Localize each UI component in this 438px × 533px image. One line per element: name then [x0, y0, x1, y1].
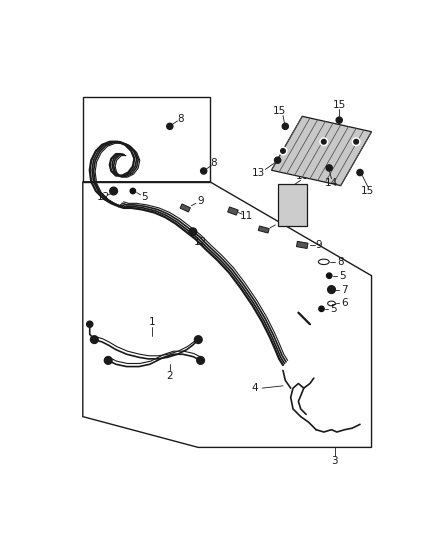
Text: 12: 12: [194, 237, 207, 247]
Text: 8: 8: [210, 158, 217, 167]
Bar: [180, 204, 191, 212]
Circle shape: [326, 273, 332, 278]
Circle shape: [328, 286, 336, 294]
Text: 5: 5: [339, 271, 346, 281]
Circle shape: [189, 228, 197, 236]
Circle shape: [87, 321, 93, 327]
Text: 9: 9: [316, 240, 322, 250]
Text: 13: 13: [252, 167, 265, 177]
Text: 14: 14: [325, 179, 338, 188]
Text: 5: 5: [330, 304, 336, 314]
Text: 3: 3: [331, 456, 338, 465]
Circle shape: [321, 140, 326, 144]
Text: 15: 15: [332, 100, 346, 110]
Text: 11: 11: [240, 212, 254, 221]
Circle shape: [352, 138, 360, 146]
Circle shape: [357, 169, 363, 175]
Text: 2: 2: [166, 371, 173, 381]
Text: 8: 8: [177, 114, 184, 124]
Bar: [297, 241, 308, 248]
Circle shape: [194, 336, 202, 343]
Text: 15: 15: [361, 186, 374, 196]
Text: 10: 10: [296, 171, 309, 181]
Circle shape: [91, 336, 98, 343]
Circle shape: [104, 357, 112, 364]
Circle shape: [130, 188, 135, 193]
Circle shape: [201, 168, 207, 174]
Circle shape: [320, 138, 328, 146]
Circle shape: [167, 123, 173, 130]
Text: 9: 9: [277, 217, 284, 227]
Text: 15: 15: [272, 106, 286, 116]
Text: 1: 1: [149, 317, 155, 327]
Text: 7: 7: [341, 285, 348, 295]
Circle shape: [354, 140, 358, 144]
Bar: [278, 184, 307, 227]
Circle shape: [319, 306, 324, 311]
Circle shape: [197, 357, 205, 364]
Circle shape: [279, 147, 287, 155]
Circle shape: [110, 187, 117, 195]
Text: 9: 9: [197, 196, 204, 206]
Text: 8: 8: [337, 257, 344, 267]
Text: 12: 12: [97, 192, 110, 202]
Circle shape: [281, 149, 285, 154]
Circle shape: [326, 165, 332, 171]
Text: 5: 5: [141, 192, 148, 202]
Circle shape: [336, 117, 342, 123]
Bar: [228, 207, 238, 215]
Text: 6: 6: [341, 298, 348, 309]
Circle shape: [275, 157, 281, 163]
Bar: [258, 226, 269, 233]
Circle shape: [282, 123, 288, 130]
Polygon shape: [272, 116, 371, 185]
Text: 4: 4: [251, 383, 258, 393]
